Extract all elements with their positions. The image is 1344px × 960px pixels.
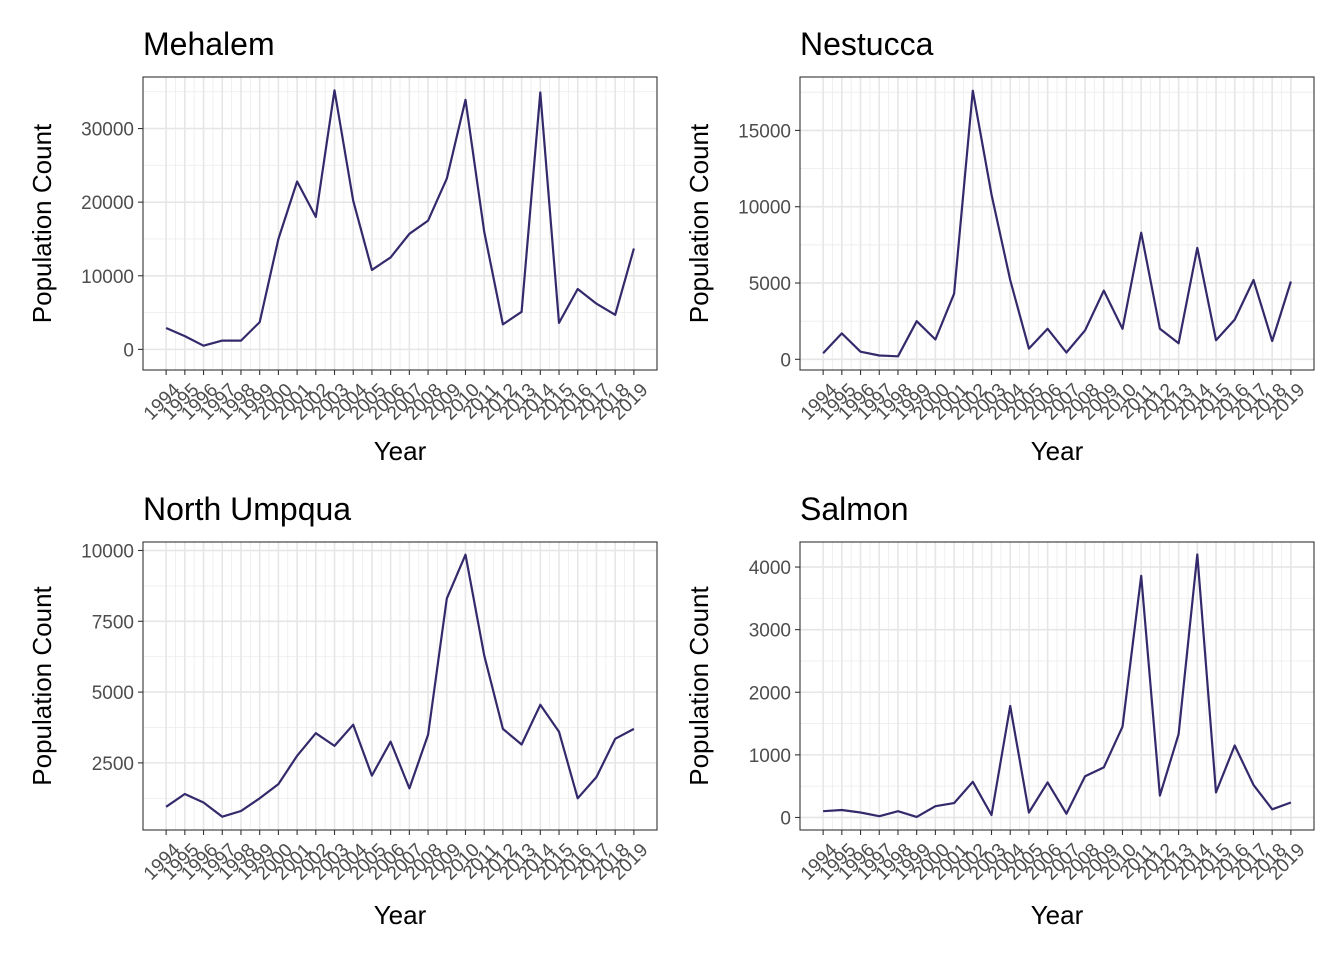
panel-title: North Umpqua (143, 491, 351, 527)
series-line-0 (822, 89, 1292, 358)
series-line-0 (823, 553, 1292, 819)
chart-panel-3: Salmon0100020003000400019941995199619971… (684, 491, 1315, 930)
y-tick-label: 2500 (92, 754, 134, 775)
y-tick-label: 7500 (92, 612, 134, 633)
y-tick-label: 10000 (81, 267, 134, 288)
panel-border (142, 76, 658, 371)
y-tick-label: 2000 (749, 683, 791, 704)
y-tick-label: 4000 (749, 558, 791, 579)
panel-border (799, 541, 1315, 831)
panel-title: Salmon (800, 491, 909, 527)
y-tick-label: 3000 (749, 621, 791, 642)
y-tick-label: 30000 (81, 120, 134, 141)
panel-border (142, 541, 658, 831)
chart-panel-0: Mehalem010000200003000019941995199619971… (27, 26, 658, 466)
y-axis-title: Population Count (684, 123, 714, 323)
series-line-0 (165, 89, 635, 347)
panel-title: Nestucca (800, 26, 934, 62)
chart-panel-1: Nestucca05000100001500019941995199619971… (684, 26, 1315, 466)
x-axis-title: Year (374, 900, 427, 930)
y-tick-label: 10000 (738, 198, 791, 219)
y-axis-title: Population Count (684, 585, 714, 785)
chart-panel-2: North Umpqua2500500075001000019941995199… (27, 491, 658, 930)
y-tick-label: 0 (780, 350, 791, 371)
y-tick-label: 15000 (738, 121, 791, 142)
x-axis-title: Year (1031, 900, 1084, 930)
panel-border (799, 76, 1315, 371)
y-axis-title: Population Count (27, 123, 57, 323)
y-tick-label: 20000 (81, 193, 134, 214)
y-tick-label: 10000 (81, 541, 134, 562)
x-axis-title: Year (1031, 436, 1084, 466)
y-tick-label: 0 (123, 340, 134, 361)
x-axis-title: Year (374, 436, 427, 466)
y-tick-label: 0 (780, 808, 791, 829)
y-axis-title: Population Count (27, 585, 57, 785)
y-tick-label: 5000 (92, 683, 134, 704)
series-line-0 (165, 553, 635, 818)
panel-title: Mehalem (143, 26, 275, 62)
y-tick-label: 1000 (749, 746, 791, 767)
y-tick-label: 5000 (749, 274, 791, 295)
